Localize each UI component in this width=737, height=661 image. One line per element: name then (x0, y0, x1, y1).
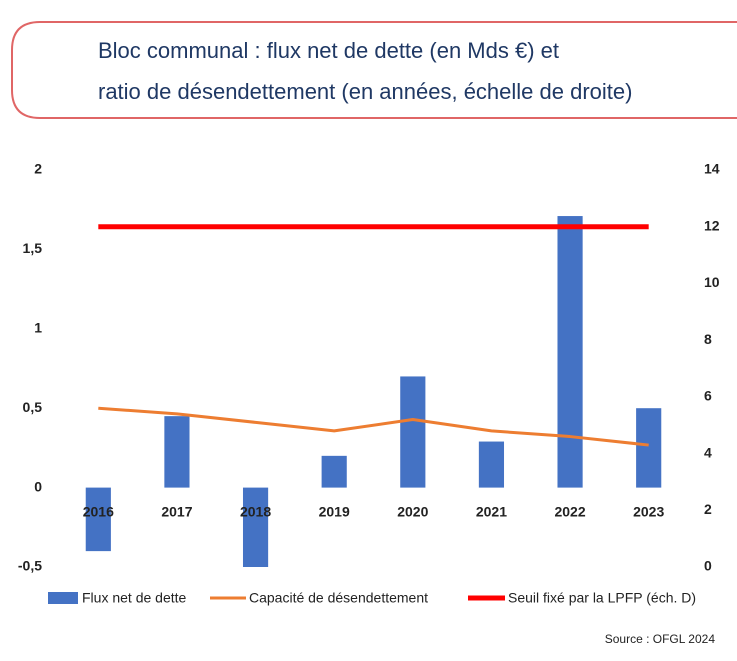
bar (557, 216, 583, 488)
x-tick-label: 2023 (633, 504, 664, 520)
x-tick-label: 2017 (161, 504, 192, 520)
title-frame (11, 21, 737, 119)
bar (400, 376, 426, 488)
y2-tick-label: 8 (704, 331, 712, 347)
y2-tick-label: 12 (704, 217, 720, 233)
y2-tick-label: 4 (704, 444, 712, 460)
y-tick-label: 0 (34, 478, 42, 494)
y-tick-label: 0,5 (23, 399, 43, 415)
bar (321, 455, 347, 488)
y2-tick-label: 0 (704, 558, 712, 574)
legend-label: Seuil fixé par la LPFP (éch. D) (508, 590, 696, 606)
bar (478, 441, 505, 488)
legend-swatch (48, 592, 78, 604)
y2-tick-label: 6 (704, 388, 712, 404)
x-tick-label: 2018 (240, 504, 271, 520)
bar (636, 408, 662, 488)
x-tick-label: 2020 (397, 504, 428, 520)
y-tick-label: -0,5 (18, 558, 42, 574)
bar (85, 487, 111, 552)
chart-title: Bloc communal : flux net de dette (en Md… (98, 38, 559, 63)
x-tick-label: 2022 (554, 504, 585, 520)
y2-tick-label: 14 (704, 161, 720, 177)
legend-label: Capacité de désendettement (249, 590, 428, 606)
x-tick-label: 2016 (83, 504, 114, 520)
x-tick-label: 2021 (476, 504, 507, 520)
line (98, 406, 649, 447)
x-tick-label: 2019 (319, 504, 350, 520)
legend-label: Flux net de dette (82, 590, 187, 606)
y-tick-label: 1 (34, 320, 42, 336)
bar (242, 487, 269, 567)
chart-title: ratio de désendettement (en années, éche… (98, 79, 632, 104)
y2-tick-label: 10 (704, 274, 720, 290)
y-tick-label: 1,5 (23, 240, 43, 256)
source: Source : OFGL 2024 (605, 632, 716, 646)
y-tick-label: 2 (34, 161, 42, 177)
bar (164, 416, 190, 488)
y2-tick-label: 2 (704, 501, 712, 517)
